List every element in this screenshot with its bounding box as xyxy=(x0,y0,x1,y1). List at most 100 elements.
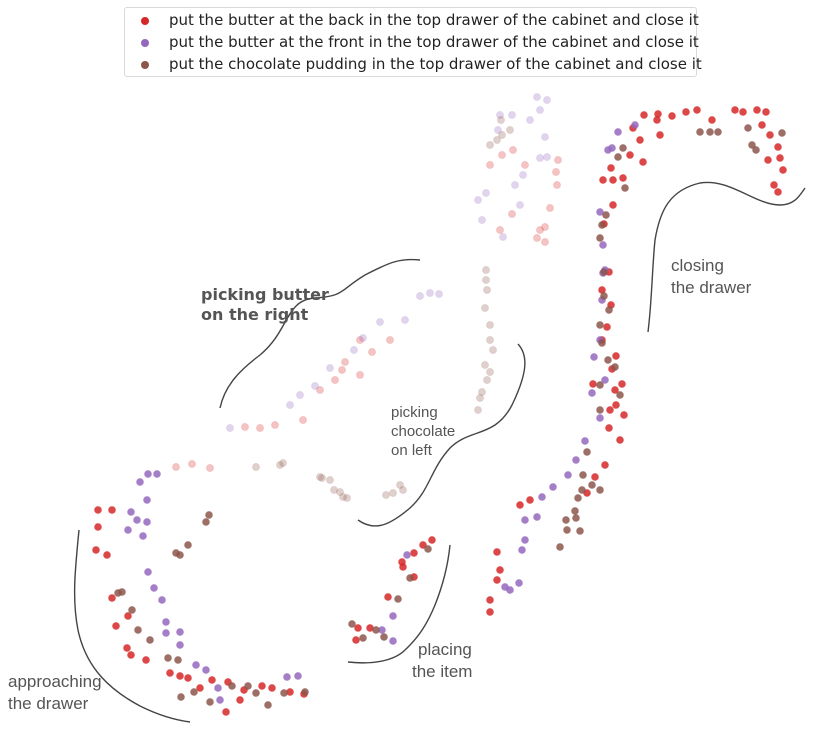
data-point xyxy=(492,576,501,585)
data-point xyxy=(605,305,614,314)
data-point xyxy=(215,696,224,705)
data-point xyxy=(596,405,605,414)
data-point xyxy=(588,480,597,489)
data-point xyxy=(574,493,583,502)
faded-data-point xyxy=(482,285,491,294)
faded-data-point xyxy=(335,487,344,496)
faded-data-point xyxy=(481,188,490,197)
data-point xyxy=(764,155,773,164)
data-point xyxy=(614,127,623,136)
data-point xyxy=(127,606,136,615)
faded-data-point xyxy=(315,472,324,481)
data-point xyxy=(388,612,397,621)
data-point xyxy=(682,108,691,117)
faded-data-point xyxy=(546,203,555,212)
data-point xyxy=(612,400,621,409)
annotation-braces xyxy=(73,181,806,723)
faded-data-point xyxy=(388,488,397,497)
faded-data-point xyxy=(516,200,525,209)
data-point xyxy=(572,455,581,464)
data-point xyxy=(165,669,174,678)
data-point xyxy=(538,492,547,501)
data-point xyxy=(583,447,592,456)
data-point xyxy=(714,127,723,136)
annotation-line: on the right xyxy=(201,305,309,324)
data-point xyxy=(127,507,136,516)
faded-data-point xyxy=(485,335,494,344)
faded-data-point xyxy=(519,170,528,179)
data-point xyxy=(744,124,753,133)
data-point xyxy=(418,541,427,550)
data-point xyxy=(183,674,192,683)
data-point xyxy=(598,338,607,347)
data-point xyxy=(293,672,302,681)
faded-data-point xyxy=(482,375,491,384)
faded-data-point xyxy=(495,111,504,120)
data-point xyxy=(157,596,166,605)
faded-data-point xyxy=(375,317,384,326)
data-point xyxy=(127,651,136,660)
data-point xyxy=(774,142,783,151)
data-point xyxy=(124,526,133,535)
data-point xyxy=(602,210,611,219)
faded-data-point xyxy=(536,225,545,234)
data-point xyxy=(495,566,504,575)
faded-data-point xyxy=(398,485,407,494)
data-point xyxy=(485,608,494,617)
faded-data-point xyxy=(505,126,514,135)
data-point xyxy=(405,574,414,583)
faded-data-point xyxy=(275,460,284,469)
faded-data-point xyxy=(473,405,482,414)
data-point xyxy=(596,485,605,494)
data-point xyxy=(696,127,705,136)
data-point xyxy=(590,352,599,361)
data-point xyxy=(611,362,620,371)
faded-data-point xyxy=(310,381,319,390)
faded-data-point xyxy=(325,363,334,372)
data-point xyxy=(556,543,565,552)
data-point xyxy=(267,684,276,693)
data-point xyxy=(618,379,627,388)
data-point xyxy=(521,516,530,525)
data-point xyxy=(124,612,133,621)
data-point xyxy=(596,380,605,389)
data-point xyxy=(578,485,587,494)
data-point xyxy=(653,116,662,125)
data-point xyxy=(108,505,117,514)
data-point xyxy=(142,518,151,527)
data-point xyxy=(779,165,788,174)
data-point xyxy=(752,145,761,154)
data-point xyxy=(607,163,616,172)
data-point xyxy=(564,470,573,479)
data-point xyxy=(600,291,609,300)
data-point xyxy=(201,518,210,527)
faded-data-point xyxy=(498,232,507,241)
data-point xyxy=(204,510,213,519)
data-point xyxy=(626,150,635,159)
data-point xyxy=(636,135,645,144)
faded-data-point xyxy=(521,160,530,169)
brace-placing xyxy=(347,544,451,664)
data-point xyxy=(778,128,787,137)
faded-data-point xyxy=(329,485,338,494)
data-point xyxy=(485,596,494,605)
legend-marker-red xyxy=(141,17,149,25)
data-point xyxy=(620,410,629,419)
annotation-picking-chocolate: picking chocolate on left xyxy=(391,403,455,460)
annotation-line: the drawer xyxy=(8,694,89,713)
annotation-line: closing xyxy=(671,256,724,275)
faded-data-point xyxy=(285,400,294,409)
data-point xyxy=(195,684,204,693)
faded-data-point xyxy=(481,265,490,274)
brace-approaching xyxy=(73,529,191,723)
annotation-line: the drawer xyxy=(671,278,752,297)
annotation-line: picking butter xyxy=(201,285,329,304)
faded-data-point xyxy=(355,335,364,344)
data-point xyxy=(427,536,436,545)
faded-data-point xyxy=(541,237,550,246)
legend-item: put the butter at the front in the top d… xyxy=(125,32,699,54)
faded-data-point xyxy=(481,275,490,284)
brace-picking-butter xyxy=(219,258,421,409)
faded-data-point xyxy=(425,288,434,297)
